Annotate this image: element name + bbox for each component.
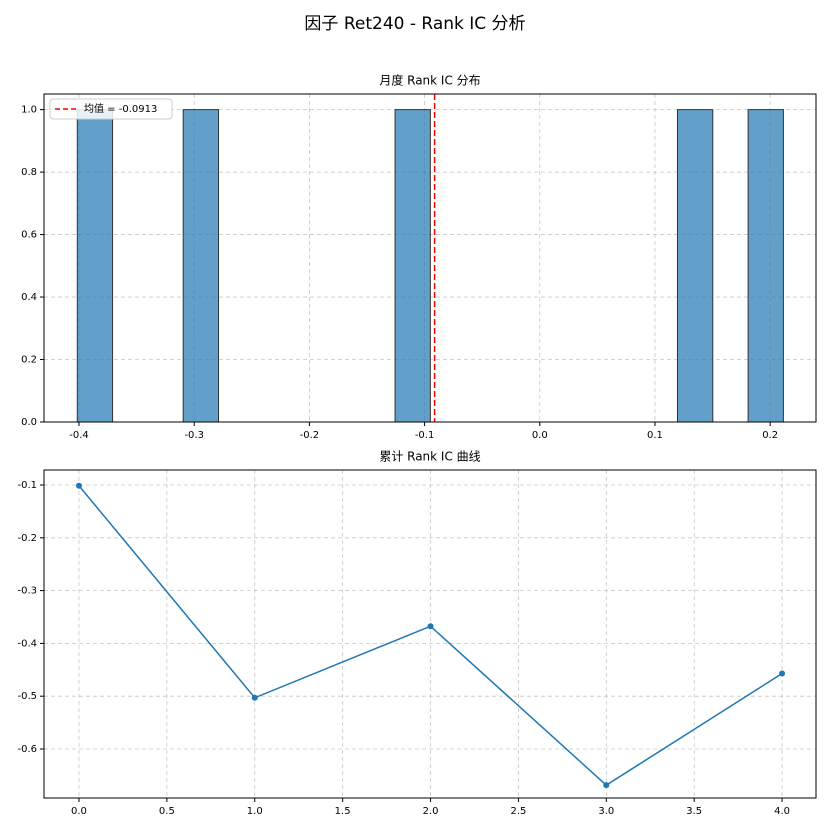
x-tick-label: 2.5 [510,806,526,817]
figure-title: 因子 Ret240 - Rank IC 分析 [304,14,525,34]
y-tick-label: 0.2 [21,355,37,366]
x-tick-label: 3.5 [686,806,702,817]
y-tick-label: 0.4 [21,292,37,303]
x-tick-label: 0.0 [532,430,548,441]
line [78,485,783,787]
bar [394,109,431,423]
y-tick-label: -0.3 [17,586,37,597]
point [251,694,258,701]
bar [182,109,220,423]
legend-label: 均值 = -0.0913 [84,102,157,115]
x-tick-label: 0.5 [159,806,175,817]
y-tick-label: -0.1 [17,480,37,491]
y-tick-label: -0.5 [17,691,37,702]
point [779,670,786,677]
x-tick-label: 3.0 [598,806,614,817]
x-tick-label: 1.5 [335,806,351,817]
bar [76,109,114,423]
axes-title: 累计 Rank IC 曲线 [379,450,480,464]
y-tick-label: -0.2 [17,533,37,544]
point [75,482,82,489]
x-tick-label: 0.1 [647,430,663,441]
point [427,623,434,630]
legend-frame [49,98,173,120]
x-tick-label: 1.0 [247,806,263,817]
x-tick-label: 4.0 [774,806,790,817]
axes-frame [43,93,817,423]
y-tick-label: 1.0 [21,105,37,116]
legend: 均值 = -0.0913 [49,98,173,120]
point [603,782,610,789]
y-tick-label: 0.8 [21,167,37,178]
y-tick-label: -0.6 [17,744,37,755]
axes-frame [43,469,817,799]
x-tick-label: -0.3 [184,430,204,441]
x-tick-label: -0.2 [300,430,320,441]
bar [676,109,714,423]
bar [747,109,784,423]
x-tick-label: 0.2 [762,430,778,441]
x-tick-label: 2.0 [423,806,439,817]
y-tick-label: -0.4 [17,638,37,649]
axes-title: 月度 Rank IC 分布 [379,73,480,88]
y-tick-label: 0.6 [21,230,37,241]
x-tick-label: 0.0 [71,806,87,817]
x-tick-label: -0.4 [69,430,89,441]
y-tick-label: 0.0 [21,417,37,428]
x-tick-label: -0.1 [415,430,435,441]
